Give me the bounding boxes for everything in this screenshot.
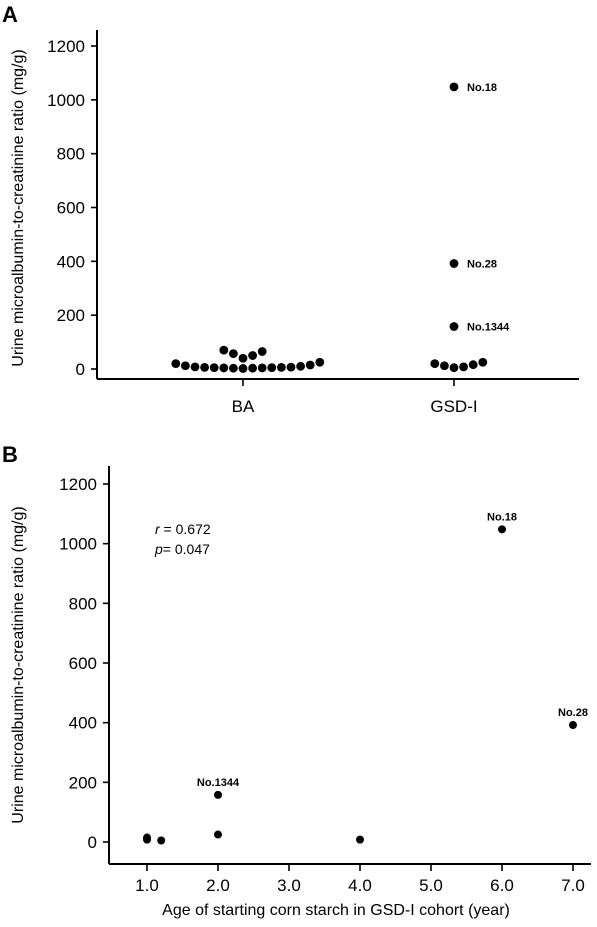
panel-b-point [214,830,222,839]
panel-a-point [190,362,200,372]
panel-a-y-tick-label: 200 [57,306,85,325]
panel-a-point-labels: No.18 No.28 No.1344 [467,82,510,334]
panel-b-y-tick-label: 1000 [59,535,97,554]
panel-a-point [238,364,248,373]
p-symbol: p [154,541,163,557]
panel-a: A Urine microalbumin-to-creatinine ratio… [2,2,579,416]
panel-a-letter: A [2,2,18,27]
panel-a-point [449,259,459,268]
panel-a-point [219,363,229,373]
panel-a-point [296,361,305,371]
panel-a-point-label: No.28 [467,258,497,270]
panel-a-point [181,361,190,371]
panel-a-point [229,349,238,359]
correlation-p: p= 0.047 [154,541,210,557]
panel-b-x-tick-label: 5.0 [419,876,443,895]
panel-b-point-label: No.28 [558,707,588,719]
panel-a-point [478,357,488,367]
panel-a-point [286,362,296,372]
panel-a-category-label: GSD-I [430,397,477,416]
panel-a-point [468,360,478,370]
panel-a-point [267,363,277,373]
panel-a-point [229,363,238,373]
p-value: = 0.047 [163,541,210,557]
panel-b-x-ticks: 1.0 2.0 3.0 4.0 5.0 6.0 7.0 [135,864,585,895]
panel-a-point [200,362,210,372]
panel-a-point [459,362,468,372]
panel-a-point [171,359,181,369]
panel-a-point-label: No.18 [467,82,497,94]
panel-a-point [449,363,459,373]
panel-a-point [257,363,267,373]
panel-b-y-ticks: 0 200 400 600 800 1000 1200 [59,475,109,852]
panel-b-x-tick-label: 1.0 [135,876,159,895]
panel-a-y-tick-label: 0 [76,360,85,379]
panel-b-points [143,525,577,845]
panel-b-y-tick-label: 200 [69,773,97,792]
panel-b-point [157,836,166,845]
panel-a-point [248,351,257,360]
panel-a-category-label: BA [232,397,255,416]
panel-a-point [209,363,219,373]
r-value: = 0.672 [160,521,211,537]
panel-a-point [449,322,459,331]
panel-b-x-tick-label: 6.0 [490,876,514,895]
panel-a-point-label: No.1344 [467,321,510,333]
panel-b-point [143,835,151,844]
panel-a-point [219,345,229,355]
panel-b-y-tick-label: 800 [69,594,97,613]
panel-b-x-tick-label: 4.0 [348,876,372,895]
panel-a-y-ticks: 0 200 400 600 800 1000 1200 [47,37,97,379]
panel-b-y-tick-label: 400 [69,714,97,733]
panel-b-letter: B [2,442,18,467]
panel-b: B Urine microalbumin-to-creatinine ratio… [2,442,591,919]
panel-b-point [356,835,364,844]
panel-b-x-axis-title: Age of starting corn starch in GSD-I coh… [162,902,510,919]
panel-b-point [498,525,506,534]
panel-a-y-tick-label: 1000 [47,91,85,110]
panel-b-x-tick-label: 3.0 [277,876,301,895]
panel-a-point [430,359,440,369]
panel-a-x-ticks: BA GSD-I [232,379,478,416]
correlation-r: r = 0.672 [155,521,211,537]
panel-b-x-tick-label: 2.0 [206,876,230,895]
panel-a-point [257,347,267,356]
panel-b-point-labels: No.1344 No.18 No.28 [197,511,588,789]
panel-b-point-label: No.1344 [197,777,240,789]
r-symbol: r [155,521,161,537]
panel-b-point-label: No.18 [487,511,517,523]
panel-a-point [315,357,325,367]
panel-a-y-tick-label: 600 [57,199,85,218]
panel-a-y-tick-label: 800 [57,145,85,164]
panel-a-point [277,362,286,372]
panel-a-y-axis-title: Urine microalbumin-to-creatinine ratio (… [10,49,27,366]
panel-a-point [248,363,257,373]
panel-a-point [440,361,449,371]
panel-b-y-axis-title: Urine microalbumin-to-creatinine ratio (… [10,506,27,823]
panel-a-y-tick-label: 400 [57,252,85,271]
panel-b-y-tick-label: 1200 [59,475,97,494]
panel-b-point [569,721,577,730]
panel-a-points [171,82,488,373]
panel-a-point [305,360,315,370]
panel-b-y-tick-label: 0 [88,833,97,852]
panel-a-y-tick-label: 1200 [47,37,85,56]
panel-a-point [238,353,248,363]
panel-b-point [214,790,222,799]
panel-b-x-tick-label: 7.0 [561,876,585,895]
panel-a-point [449,82,459,92]
panel-b-y-tick-label: 600 [69,654,97,673]
